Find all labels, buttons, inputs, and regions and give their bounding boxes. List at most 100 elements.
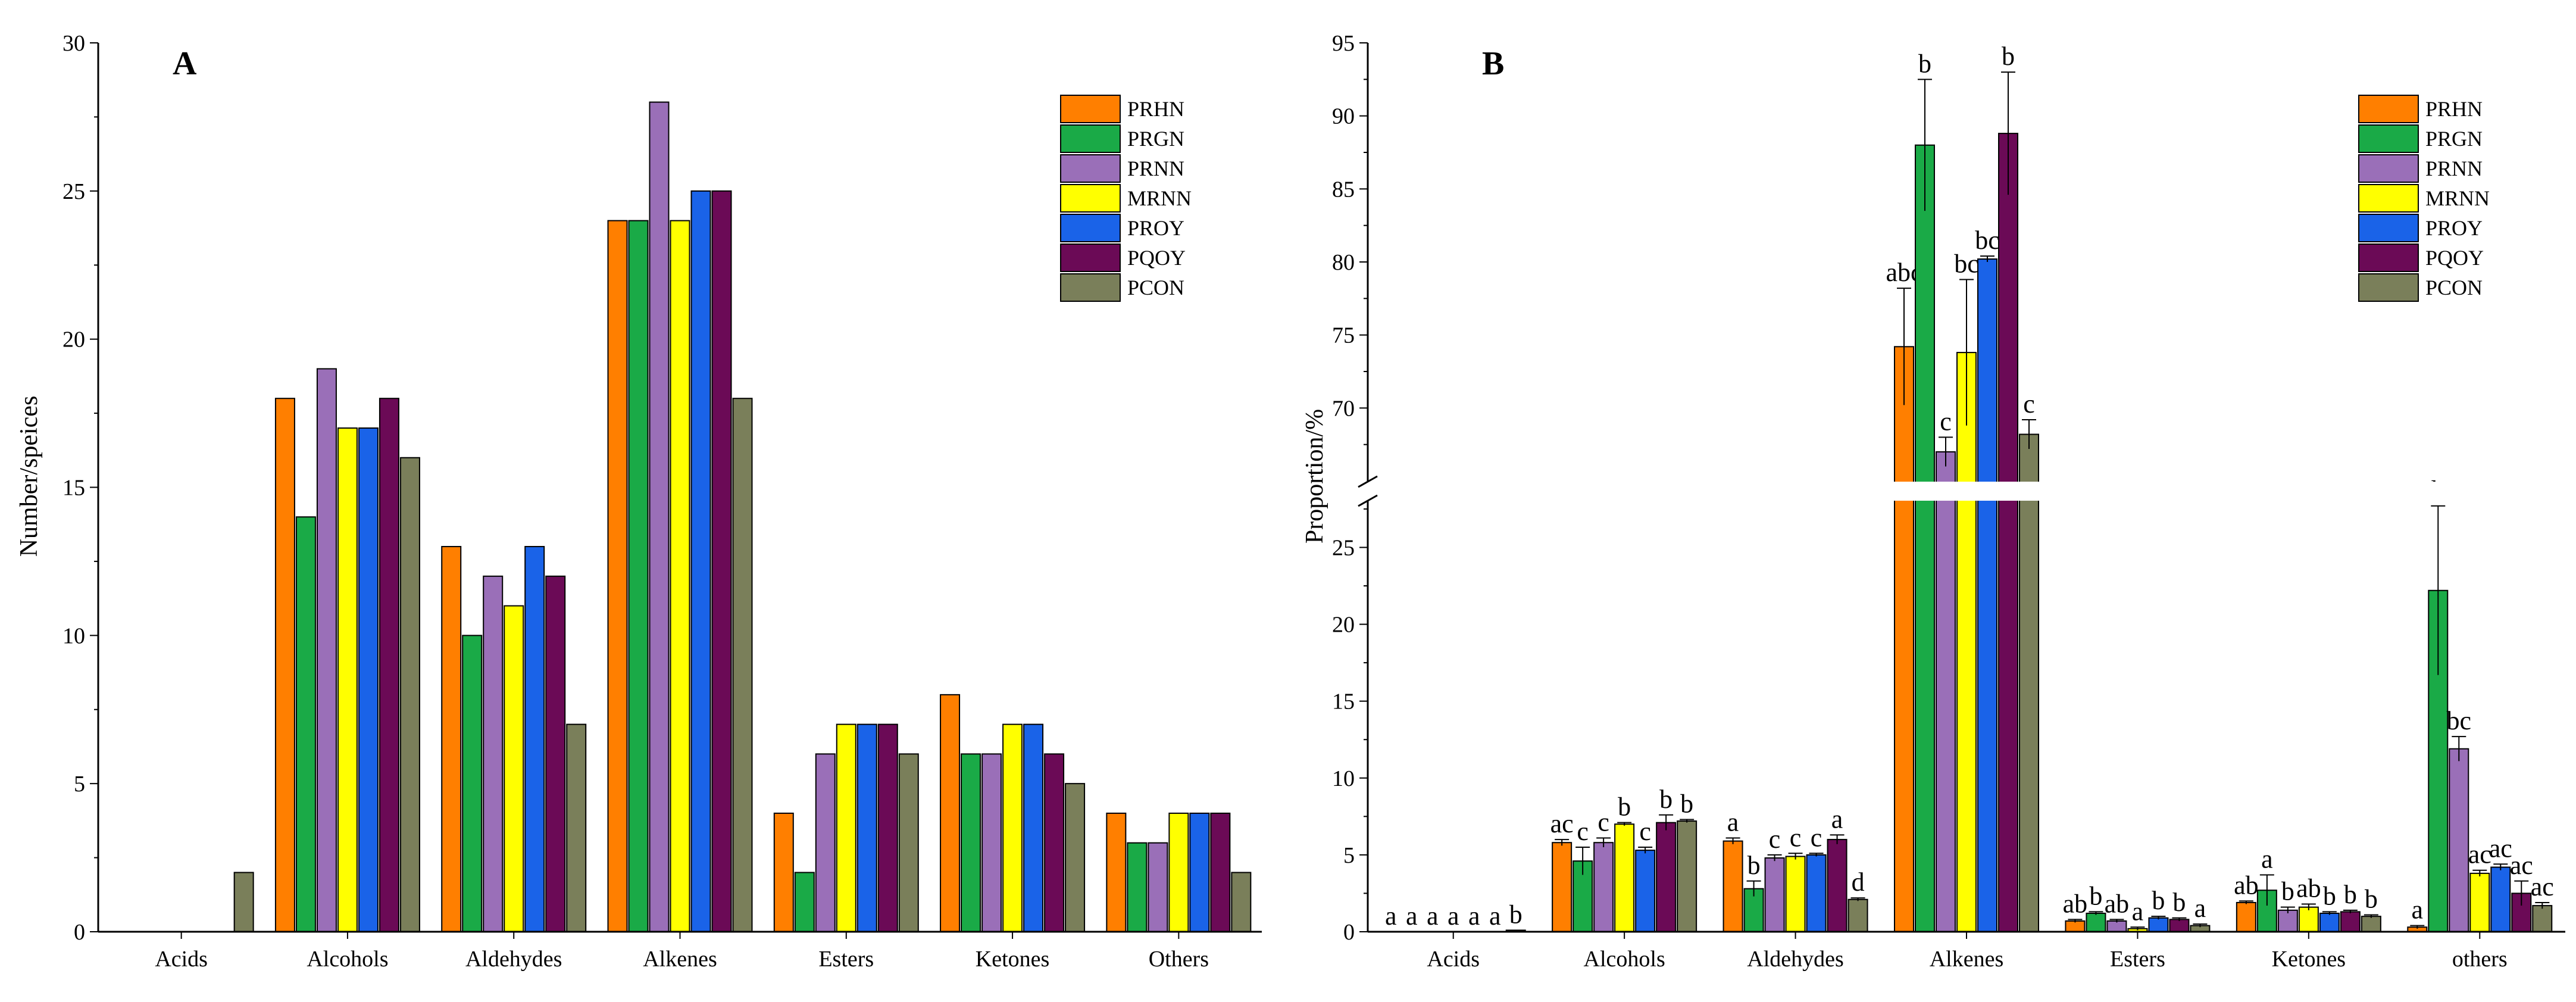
panel-b-legend-label-prgn: PRGN — [2425, 127, 2483, 151]
panel-b-y-tick-label: 90 — [1332, 104, 1355, 129]
panel-b-sig-label-alcohols-prgn: c — [1577, 817, 1589, 846]
panel-b-sig-label-esters-mrnn: a — [2132, 897, 2144, 926]
panel-b-sig-label-acids-prnn: a — [1427, 901, 1439, 931]
panel-b-bar-aldehydes-mrnn — [1785, 856, 1806, 932]
panel-b-break-mark-lower — [1358, 494, 1378, 507]
panel-b-x-tick-label-alcohols: Alcohols — [1584, 947, 1665, 972]
panel-a-bar-aldehydes-prhn — [441, 546, 462, 932]
panel-b-bar-alcohols-prhn — [1552, 842, 1573, 932]
panel-a-x-tick-label-ketones: Ketones — [976, 947, 1050, 972]
panel-a-bar-alkenes-pqoy — [711, 190, 732, 932]
panel-a-bar-ketones-proy — [1023, 723, 1044, 932]
panel-b-x-tick-label-esters: Esters — [2110, 947, 2165, 972]
panel-b-bar-alkenes-prgn — [1915, 144, 1935, 933]
panel-b-y-tick-label: 25 — [1332, 535, 1355, 560]
panel-b-y-tick-label: 10 — [1332, 766, 1355, 791]
panel-a-y-tick-label: 10 — [62, 623, 85, 648]
panel-a-bar-aldehydes-pcon — [566, 723, 587, 932]
panel-b-x-tick-label-alkenes: Alkenes — [1930, 947, 2004, 972]
panel-a-bar-alkenes-proy — [690, 190, 711, 932]
panel-b-bar-aldehydes-proy — [1806, 854, 1827, 932]
panel-a-y-axis-label: Number/speices — [15, 396, 43, 557]
panel-a-legend-label-prnn: PRNN — [1127, 157, 1184, 180]
panel-a-x-tick-label-alkenes: Alkenes — [643, 947, 717, 972]
panel-b-bar-alkenes-prhn — [1894, 346, 1914, 932]
panel-b-sig-label-alcohols-prnn: c — [1598, 807, 1609, 836]
panel-b-break-mark-upper — [1358, 475, 1378, 488]
panel-b-bar-ketones-proy — [2319, 913, 2340, 932]
panel-a-x-tick-label-aldehydes: Aldehydes — [465, 947, 562, 972]
panel-b-y-tick-label: 5 — [1343, 843, 1355, 868]
panel-b-bar-alcohols-pcon — [1677, 820, 1697, 932]
panel-a-legend-label-pcon: PCON — [1127, 276, 1184, 299]
panel-b-sig-label-esters-prnn: ab — [2105, 889, 2130, 918]
panel-b-y-tick-label: 20 — [1332, 613, 1355, 638]
panel-b-x-tick-label-acids: Acids — [1427, 947, 1480, 972]
panel-a-bar-others-pqoy — [1210, 812, 1231, 933]
panel-b-sig-label-alkenes-mrnn: bc — [1954, 249, 1979, 278]
panel-a-bar-esters-proy — [856, 723, 877, 932]
panel-b-sig-label-acids-mrnn: a — [1448, 901, 1459, 931]
panel-b-bar-alkenes-prnn — [1936, 451, 1956, 932]
panel-b-sig-label-aldehydes-pcon: d — [1852, 867, 1865, 897]
panel-b-legend-label-proy: PROY — [2425, 216, 2483, 240]
panel-b-sig-label-esters-pqoy: b — [2172, 888, 2186, 917]
panel-a-bar-alcohols-mrnn — [337, 427, 358, 932]
panel-b-legend-label-prhn: PRHN — [2425, 97, 2483, 121]
panel-b-legend-swatch-prhn — [2358, 95, 2419, 123]
panel-a-bar-ketones-prhn — [940, 694, 961, 933]
panel-a-legend-label-proy: PROY — [1127, 216, 1184, 240]
panel-b-x-tick-label-aldehydes: Aldehydes — [1747, 947, 1844, 972]
panel-a-bar-aldehydes-mrnn — [504, 605, 524, 932]
panel-b-sig-label-others-pqoy: ac — [2510, 851, 2533, 880]
panel-b-bar-others-prnn — [2449, 748, 2469, 932]
panel-a-legend-label-prhn: PRHN — [1127, 97, 1184, 121]
panel-b-legend-swatch-pcon — [2358, 273, 2419, 302]
panel-b-sig-label-others-mrnn: ac — [2468, 840, 2491, 869]
panel-b-sig-label-esters-proy: b — [2152, 886, 2165, 915]
panel-b-sig-label-alcohols-proy: c — [1639, 817, 1651, 846]
panel-a-bar-aldehydes-prnn — [483, 575, 504, 932]
panel-b-sig-label-esters-prgn: b — [2089, 881, 2102, 910]
panel-a-y-tick-label: 5 — [74, 772, 85, 797]
panel-a-bar-aldehydes-prgn — [462, 635, 483, 933]
panel-b-bar-esters-prhn — [2065, 920, 2086, 933]
panel-b-sig-label-ketones-pqoy: b — [2344, 880, 2357, 909]
panel-a-bar-alcohols-prhn — [274, 398, 295, 932]
panel-a-bar-alkenes-mrnn — [670, 220, 690, 933]
panel-b-legend-swatch-pqoy — [2358, 244, 2419, 272]
panel-b-bar-aldehydes-prhn — [1722, 840, 1743, 932]
panel-b-x-tick-label-ketones: Ketones — [2272, 947, 2346, 972]
panel-b-bar-ketones-prnn — [2277, 909, 2298, 932]
panel-b-x-tick-label-others: others — [2452, 947, 2508, 972]
panel-b-bar-ketones-pcon — [2361, 916, 2381, 933]
panel-a-bar-ketones-prgn — [961, 753, 981, 933]
panel-a-label: A — [173, 45, 197, 82]
panel-a-bar-ketones-pqoy — [1044, 753, 1065, 933]
panel-b-legend-label-pcon: PCON — [2425, 276, 2483, 299]
panel-b-bar-alcohols-pqoy — [1656, 822, 1677, 932]
panel-a-x-tick-label-esters: Esters — [818, 947, 874, 972]
panel-b-bar-ketones-mrnn — [2298, 906, 2319, 932]
panel-a-bar-alcohols-proy — [358, 427, 379, 932]
panel-a-bar-acids-pcon — [233, 872, 254, 933]
panel-a-bar-ketones-prnn — [981, 753, 1002, 933]
panel-b-bar-alkenes-mrnn — [1956, 352, 1977, 932]
panel-b-sig-label-alkenes-prnn: c — [1940, 407, 1952, 436]
panel-b-y-tick-label: 15 — [1332, 689, 1355, 714]
panel-b-bar-alcohols-prnn — [1593, 842, 1614, 932]
panel-b-sig-label-aldehydes-pqoy: a — [1831, 804, 1843, 834]
panel-b-sig-label-aldehydes-proy: c — [1811, 823, 1822, 852]
panel-b-sig-label-others-proy: ac — [2489, 834, 2512, 863]
panel-b-y-tick-label: 75 — [1332, 323, 1355, 348]
panel-a-bar-esters-prgn — [794, 872, 815, 933]
panel-b-sig-label-ketones-mrnn: ab — [2296, 874, 2321, 903]
panel-a-y-tick-label: 30 — [62, 31, 85, 56]
panel-b-legend-label-prnn: PRNN — [2425, 157, 2483, 180]
panel-b-sig-label-ketones-prgn: a — [2261, 844, 2273, 873]
panel-b-sig-label-alkenes-prgn: b — [1918, 49, 1931, 78]
panel-b-sig-label-esters-pcon: a — [2194, 894, 2206, 923]
panel-b-bar-aldehydes-pcon — [1847, 898, 1868, 933]
panel-a-bar-aldehydes-proy — [524, 546, 545, 932]
